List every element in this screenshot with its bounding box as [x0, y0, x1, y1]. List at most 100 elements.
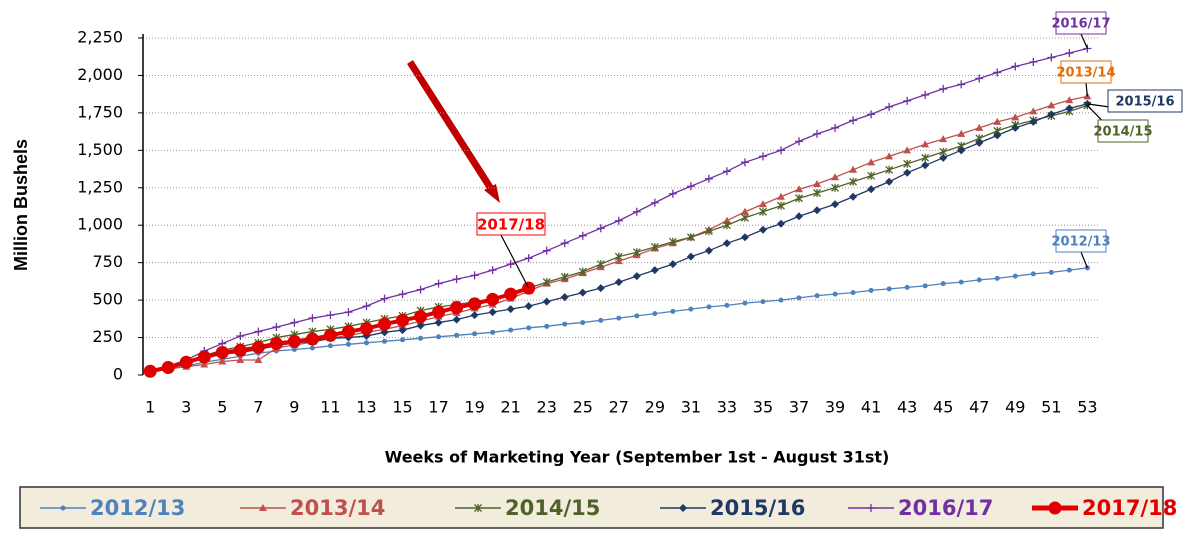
- marker: [831, 123, 840, 132]
- marker: [400, 337, 406, 343]
- marker: [777, 201, 785, 210]
- marker: [652, 311, 658, 317]
- x-tick-label: 1: [145, 398, 155, 417]
- marker: [867, 185, 876, 194]
- marker: [580, 320, 586, 326]
- arrow: [407, 60, 498, 197]
- marker: [416, 321, 425, 330]
- legend-label: 2013/14: [290, 496, 385, 520]
- marker: [632, 248, 641, 257]
- marker: [939, 153, 948, 162]
- marker: [686, 252, 695, 261]
- y-tick-label: 250: [92, 327, 123, 346]
- marker: [1065, 48, 1074, 57]
- x-tick-label: 17: [428, 398, 448, 417]
- callout-box: [1107, 89, 1183, 113]
- marker: [414, 310, 428, 324]
- marker: [452, 315, 461, 324]
- marker: [578, 288, 587, 297]
- marker: [363, 340, 369, 346]
- marker: [722, 239, 731, 248]
- marker: [921, 140, 930, 148]
- marker: [650, 266, 659, 275]
- marker: [704, 227, 713, 236]
- marker: [596, 284, 605, 293]
- x-axis-label: Weeks of Marketing Year (September 1st -…: [385, 448, 890, 467]
- marker: [976, 277, 982, 283]
- marker: [486, 292, 500, 306]
- marker: [722, 216, 731, 224]
- marker: [1065, 96, 1074, 104]
- callout-line: [1080, 251, 1088, 269]
- marker: [650, 242, 659, 251]
- marker: [254, 356, 263, 364]
- marker: [867, 171, 876, 180]
- marker: [688, 306, 694, 312]
- marker: [1011, 113, 1020, 121]
- marker: [795, 212, 804, 221]
- marker: [867, 110, 876, 119]
- marker: [957, 146, 966, 155]
- marker: [850, 290, 856, 296]
- marker: [868, 287, 874, 293]
- marker: [740, 233, 749, 242]
- y-tick-label: 1,000: [77, 215, 123, 234]
- x-tick-label: 51: [1041, 398, 1061, 417]
- marker: [526, 325, 532, 331]
- marker: [1048, 501, 1062, 515]
- marker: [560, 272, 569, 281]
- x-tick-label: 11: [320, 398, 340, 417]
- callout-label: 2016/17: [1051, 17, 1110, 32]
- marker: [993, 131, 1002, 140]
- marker: [309, 345, 315, 351]
- marker: [634, 313, 640, 319]
- marker: [326, 311, 335, 320]
- marker: [704, 246, 713, 255]
- marker: [632, 207, 641, 216]
- marker: [670, 308, 676, 314]
- marker: [596, 260, 605, 269]
- marker: [578, 267, 587, 276]
- x-tick-label: 9: [289, 398, 299, 417]
- marker: [562, 321, 568, 327]
- marker: [704, 174, 713, 183]
- marker: [668, 189, 677, 198]
- marker: [679, 504, 687, 512]
- marker: [957, 129, 966, 137]
- marker: [60, 505, 66, 511]
- callout-box: [1055, 11, 1107, 35]
- marker: [560, 293, 569, 302]
- marker: [418, 335, 424, 341]
- marker: [542, 278, 551, 287]
- marker: [686, 182, 695, 191]
- marker: [867, 158, 876, 166]
- marker: [813, 180, 822, 188]
- callout-label: 2013/14: [1056, 66, 1115, 81]
- marker: [327, 343, 333, 349]
- marker: [218, 357, 227, 365]
- marker: [398, 326, 407, 335]
- marker: [345, 341, 351, 347]
- marker: [795, 137, 804, 146]
- marker: [940, 281, 946, 287]
- marker: [758, 200, 767, 208]
- legend-label: 2017/18: [1082, 496, 1177, 520]
- marker: [359, 322, 373, 336]
- callout-box: [1097, 119, 1149, 143]
- marker: [323, 328, 337, 342]
- marker: [472, 331, 478, 337]
- marker: [614, 278, 623, 287]
- marker: [796, 295, 802, 301]
- legend-label: 2012/13: [90, 496, 185, 520]
- marker: [378, 317, 392, 331]
- callout-label: 2015/16: [1115, 95, 1174, 110]
- marker: [758, 152, 767, 161]
- marker: [813, 189, 822, 198]
- callout-label: 2012/13: [1051, 235, 1110, 250]
- series-line: [150, 103, 1088, 372]
- marker: [706, 304, 712, 310]
- marker: [831, 183, 840, 192]
- marker: [886, 286, 892, 292]
- marker: [994, 275, 1000, 281]
